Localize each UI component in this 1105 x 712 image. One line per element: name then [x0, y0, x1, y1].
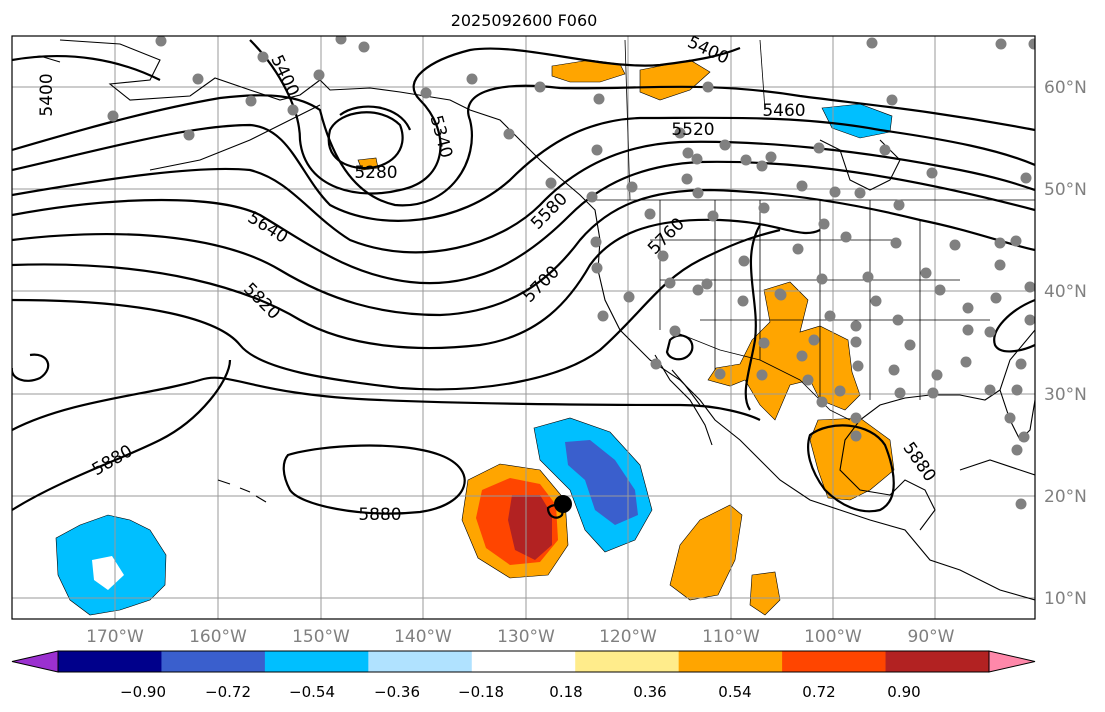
- colorbar-tick: −0.36: [374, 683, 420, 701]
- colorbar: [11, 650, 1036, 673]
- colorbar-tick: −0.18: [458, 683, 504, 701]
- lon-label: 120°W: [599, 627, 657, 647]
- lon-label: 110°W: [702, 627, 760, 647]
- lon-label: 140°W: [394, 627, 452, 647]
- colorbar-tick-labels: −0.90 −0.72 −0.54 −0.36 −0.18 0.18 0.36 …: [120, 683, 921, 701]
- colorbar-extension-high: [988, 650, 1036, 673]
- anomaly-fill: [55, 59, 895, 616]
- colorbar-segment: [885, 651, 990, 672]
- colorbar-tick: −0.72: [205, 683, 251, 701]
- storm-center-marker: [554, 495, 572, 513]
- lat-label: 30°N: [1044, 385, 1087, 405]
- lon-label: 160°W: [189, 627, 247, 647]
- height-contours: [12, 39, 1035, 519]
- lon-label: 130°W: [497, 627, 555, 647]
- colorbar-tick: 0.90: [887, 683, 920, 701]
- contour-label: 5400: [37, 73, 57, 116]
- lat-label: 10°N: [1044, 589, 1087, 609]
- colorbar-tick: −0.90: [120, 683, 166, 701]
- station-markers: [107, 36, 1035, 510]
- colorbar-tick: 0.72: [802, 683, 835, 701]
- colorbar-tick: 0.18: [549, 683, 582, 701]
- colorbar-segment: [161, 651, 266, 672]
- lat-label: 40°N: [1044, 282, 1087, 302]
- lon-label: 100°W: [804, 627, 862, 647]
- colorbar-tick: −0.54: [289, 683, 335, 701]
- lat-label: 60°N: [1044, 78, 1087, 98]
- colorbar-extension-low: [11, 650, 59, 673]
- colorbar-segment: [264, 651, 369, 672]
- colorbar-tick: 0.36: [633, 683, 666, 701]
- contour-label: 5280: [354, 163, 397, 183]
- longitude-labels: 170°W 160°W 150°W 140°W 130°W 120°W 110°…: [86, 627, 955, 647]
- colorbar-frame: [57, 650, 990, 673]
- colorbar-segment: [368, 651, 473, 672]
- colorbar-segment: [471, 651, 576, 672]
- lat-label: 50°N: [1044, 180, 1087, 200]
- colorbar-tick: 0.54: [718, 683, 751, 701]
- colorbar-segment: [575, 651, 680, 672]
- map-frame: [11, 35, 1036, 620]
- latitude-labels: 60°N 50°N 40°N 30°N 20°N 10°N: [1044, 78, 1087, 609]
- colorbar-segment: [678, 651, 783, 672]
- contour-label: 5460: [762, 101, 805, 121]
- lon-label: 90°W: [908, 627, 955, 647]
- lon-label: 150°W: [292, 627, 350, 647]
- contour-label: 5880: [358, 505, 401, 525]
- colorbar-segment: [782, 651, 887, 672]
- map-title: 2025092600 F060: [451, 11, 598, 30]
- lat-label: 20°N: [1044, 487, 1087, 507]
- lon-label: 170°W: [86, 627, 144, 647]
- contour-label: 5520: [671, 120, 714, 140]
- colorbar-segment: [58, 651, 162, 672]
